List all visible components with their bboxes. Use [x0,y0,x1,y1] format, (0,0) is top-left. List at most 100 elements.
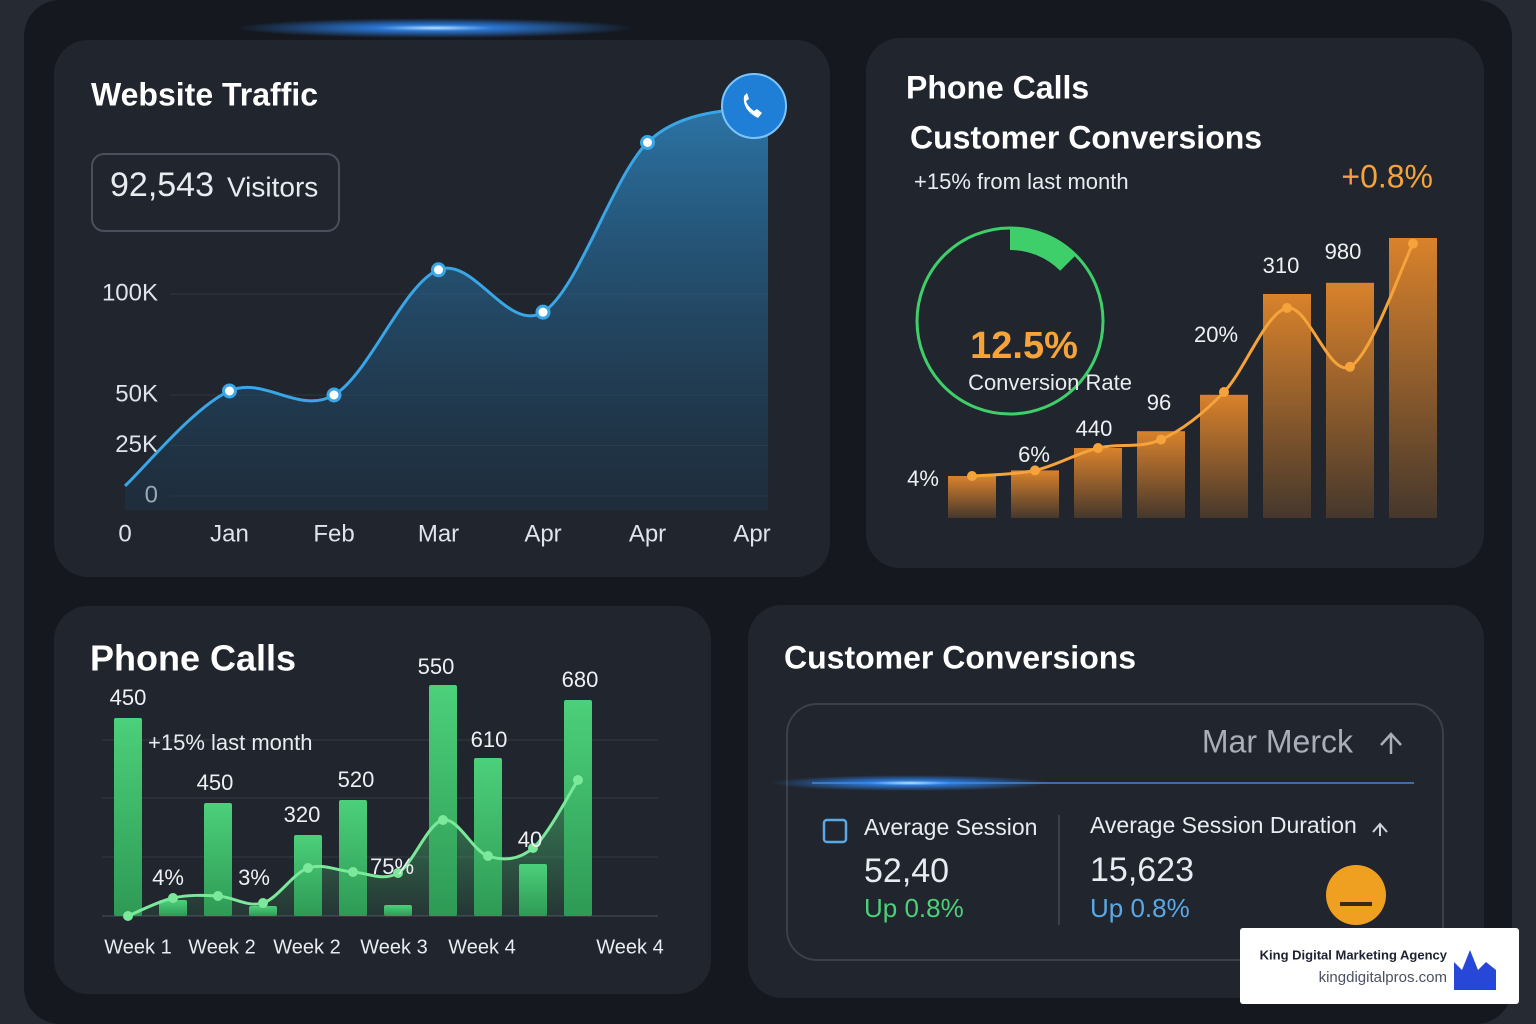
bar [1263,294,1311,518]
annotation: 96 [1147,390,1171,415]
bar [1200,394,1248,518]
point [303,863,313,873]
annotation: 75% [370,854,414,879]
brand-box [1240,928,1519,1004]
bar [249,906,277,916]
point [326,387,342,403]
y-tick-label: 25K [115,431,158,458]
brand-logo [1454,950,1496,990]
annotation: 4% [152,865,184,890]
edit-icon [822,818,848,844]
point [1156,434,1166,445]
annotation: 40 [518,827,542,852]
x-tick-label: 0 [118,520,131,547]
annotation: 980 [1325,239,1362,264]
bar [1074,448,1122,518]
calls-chart: 450 4% 450 3% 320 520 75% 550 610 40 680 Week 1 Week… [104,654,663,958]
annotation: 610 [471,727,508,752]
point [431,262,446,278]
x-tick-label: Week 4 [596,936,663,958]
x-tick-label: Week 3 [360,936,427,958]
annotation: +0.8% [1341,158,1433,194]
annotation: 450 [197,770,234,795]
phone-glyph [743,93,762,118]
brand-name: King Digital Marketing Agency [1260,947,1448,962]
point [438,815,448,825]
annotation: 3% [238,865,270,890]
visitor-count: 92,543 [110,166,214,204]
emoji-mouth [1340,902,1372,906]
area [128,780,578,916]
emoji-icon [1326,865,1386,925]
annotation: 450 [110,685,147,710]
note: +15% from last month [914,169,1129,194]
point [1345,361,1355,372]
bar [204,803,232,916]
panel-title: Website Traffic [91,76,318,112]
bar [519,864,547,916]
annotation: 6% [1018,442,1050,467]
annotation: 320 [284,802,321,827]
panel-title: Phone Calls [90,638,296,679]
traffic-chart: 025K50K100K0JanFebMarAprAprApr [102,98,771,547]
visitor-box [91,153,340,232]
point [1219,387,1229,397]
y-tick-label: 100K [102,279,158,306]
point [213,891,223,901]
bar [948,476,996,518]
bar [339,800,367,916]
gauge-value: 12.5% [970,325,1078,367]
bar [294,835,322,916]
bar [114,718,142,916]
point [168,893,178,903]
point [483,851,493,861]
x-tick-label: Week 2 [188,936,255,958]
visitor-label: Visitors [227,171,318,202]
point [1282,303,1292,313]
x-tick-label: Jan [210,520,249,547]
glow [235,18,635,38]
kpi-change: Up 0.8% [864,893,964,923]
annotation: 550 [418,654,455,679]
annotation: 680 [562,667,599,692]
point [1408,238,1418,249]
point [1093,443,1103,453]
point [640,135,655,150]
area [125,106,768,510]
gauge-label: Conversion Rate [968,370,1132,395]
kpi-value: 15,623 [1090,851,1194,889]
arrow-icon[interactable] [1380,732,1402,754]
kpi-value: 52,40 [864,852,949,890]
annotation: 4% [907,466,939,491]
bar [564,700,592,916]
panel-title: Customer Conversions [784,639,1136,675]
x-tick-label: Week 2 [273,936,340,958]
bar [1326,282,1374,518]
x-tick-label: Feb [313,520,354,547]
x-tick-label: Week 1 [104,936,171,958]
x-tick-label: Apr [733,520,770,547]
bar [384,905,412,916]
point [222,383,237,399]
kpi-box [786,703,1444,961]
point [258,898,268,908]
x-tick-label: Mar [418,520,459,547]
point [967,471,977,481]
selector[interactable]: Mar Merck [1202,723,1354,759]
panel-title: Phone Calls [906,69,1089,105]
bar [159,900,187,916]
panel-subtitle: Customer Conversions [910,119,1262,155]
bar [1011,470,1059,518]
bar [429,685,457,916]
point [348,867,358,877]
kpi-label: Average Session [864,814,1037,840]
y-tick-label: 50K [115,380,158,407]
point [1030,465,1040,476]
phone-icon[interactable] [721,73,787,139]
kpi-change: Up 0.8% [1090,893,1190,923]
annotation: 520 [338,767,375,792]
annotation: 440 [1076,416,1113,441]
x-tick-label: Apr [629,520,666,547]
